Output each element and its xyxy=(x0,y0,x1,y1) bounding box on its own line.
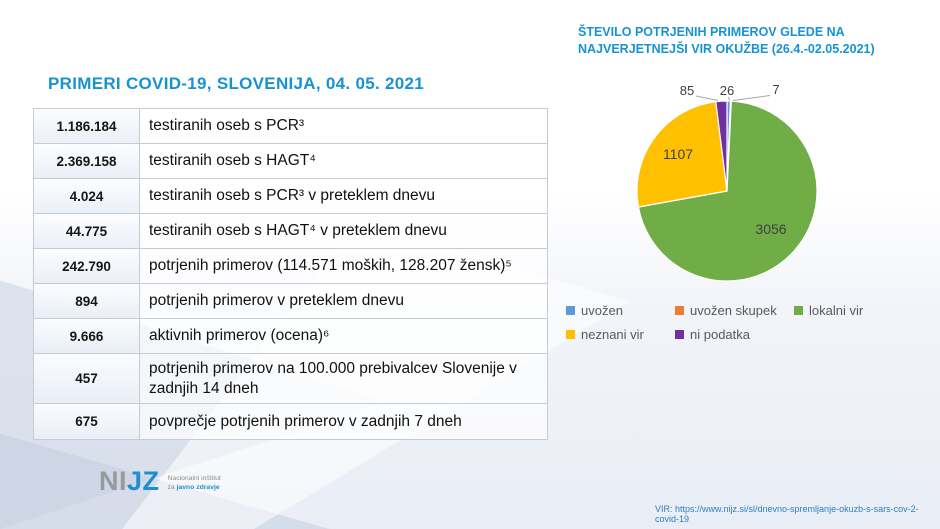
legend-item-lokalni-vir: lokalni vir xyxy=(794,303,926,318)
pie-data-label: 3056 xyxy=(755,221,786,237)
stat-value: 242.790 xyxy=(34,249,140,283)
pie-leader-line xyxy=(695,95,719,101)
legend-label: uvožen skupek xyxy=(690,303,777,318)
chart-legend: uvožen uvožen skupek lokalni vir neznani vi… xyxy=(566,303,926,342)
stat-value: 2.369.158 xyxy=(34,144,140,178)
stat-value: 44.775 xyxy=(34,214,140,248)
pie-leader-line xyxy=(732,95,771,101)
stat-label: povprečje potrjenih primerov v zadnjih 7… xyxy=(140,404,547,439)
stat-label: testiranih oseb s HAGT⁴ v preteklem dnev… xyxy=(140,214,547,248)
table-row: 894 potrjenih primerov v preteklem dnevu xyxy=(34,284,547,319)
stat-label: potrjenih primerov v preteklem dnevu xyxy=(140,284,547,318)
table-row: 44.775 testiranih oseb s HAGT⁴ v pretekl… xyxy=(34,214,547,249)
table-row: 2.369.158 testiranih oseb s HAGT⁴ xyxy=(34,144,547,179)
stat-label: testiranih oseb s PCR³ v preteklem dnevu xyxy=(140,179,547,213)
logo-sub-line2: za javno zdravje xyxy=(168,484,221,493)
stat-value: 1.186.184 xyxy=(34,109,140,143)
pie-data-label: 7 xyxy=(772,82,779,97)
table-row: 675 povprečje potrjenih primerov v zadnj… xyxy=(34,404,547,439)
logo-text-blue: JZ xyxy=(127,466,160,496)
legend-label: ni podatka xyxy=(690,327,750,342)
logo-sub-line1: Nacionalni inštitut xyxy=(167,475,221,482)
stat-label: testiranih oseb s HAGT⁴ xyxy=(140,144,547,178)
table-row: 1.186.184 testiranih oseb s PCR³ xyxy=(34,109,547,144)
table-row: 9.666 aktivnih primerov (ocena)⁶ xyxy=(34,319,547,354)
stat-label: testiranih oseb s PCR³ xyxy=(140,109,547,143)
logo-sub-prefix: za xyxy=(167,483,177,491)
legend-swatch xyxy=(566,306,575,315)
legend-item-neznani-vir: neznani vir xyxy=(566,327,675,342)
source-link[interactable]: VIR: https://www.nijz.si/sl/dnevno-sprem… xyxy=(655,504,919,524)
legend-swatch xyxy=(794,306,803,315)
chart-title: ŠTEVILO POTRJENIH PRIMEROV GLEDE NA NAJV… xyxy=(578,24,918,58)
legend-swatch xyxy=(675,330,684,339)
stat-value: 457 xyxy=(34,354,140,403)
legend-item-ni-podatka: ni podatka xyxy=(675,327,794,342)
legend-label: uvožen xyxy=(581,303,623,318)
table-row: 4.024 testiranih oseb s PCR³ v preteklem… xyxy=(34,179,547,214)
chart-title-line2: NAJVERJETNEJŠI VIR OKUŽBE (26.4.-02.05.2… xyxy=(578,41,875,56)
logo-text-gray: NI xyxy=(99,466,127,496)
stat-label: aktivnih primerov (ocena)⁶ xyxy=(140,319,547,353)
pie-data-label: 26 xyxy=(720,83,734,98)
stat-value: 9.666 xyxy=(34,319,140,353)
legend-item-uvožen: uvožen xyxy=(566,303,675,318)
stat-value: 675 xyxy=(34,404,140,439)
legend-swatch xyxy=(675,306,684,315)
stat-label: potrjenih primerov na 100.000 prebivalce… xyxy=(140,354,547,403)
stat-value: 894 xyxy=(34,284,140,318)
nijz-logo-wordmark: NIJZ xyxy=(99,468,160,495)
nijz-logo: NIJZ Nacionalni inštitut za javno zdravj… xyxy=(99,468,221,495)
legend-item-uvožen-skupek: uvožen skupek xyxy=(675,303,794,318)
table-row: 457 potrjenih primerov na 100.000 prebiv… xyxy=(34,354,547,404)
logo-sub-bold: javno zdravje xyxy=(176,483,220,491)
nijz-logo-subtext: Nacionalni inštitut za javno zdravje xyxy=(168,475,221,495)
pie-data-label: 85 xyxy=(680,83,694,98)
page-title: PRIMERI COVID-19, SLOVENIJA, 04. 05. 202… xyxy=(48,74,425,93)
chart-title-line1: ŠTEVILO POTRJENIH PRIMEROV GLEDE NA xyxy=(578,25,845,39)
pie-chart-svg: 3056 1107 85 26 7 xyxy=(636,82,818,282)
legend-label: neznani vir xyxy=(581,327,644,342)
legend-swatch xyxy=(566,330,575,339)
pie-chart: 3056 1107 85 26 7 xyxy=(580,82,930,300)
table-row: 242.790 potrjenih primerov (114.571 mošk… xyxy=(34,249,547,284)
stats-table: 1.186.184 testiranih oseb s PCR³ 2.369.1… xyxy=(33,108,548,440)
stat-value: 4.024 xyxy=(34,179,140,213)
stat-label: potrjenih primerov (114.571 moških, 128.… xyxy=(140,249,547,283)
pie-data-label: 1107 xyxy=(663,146,693,162)
legend-label: lokalni vir xyxy=(809,303,864,318)
